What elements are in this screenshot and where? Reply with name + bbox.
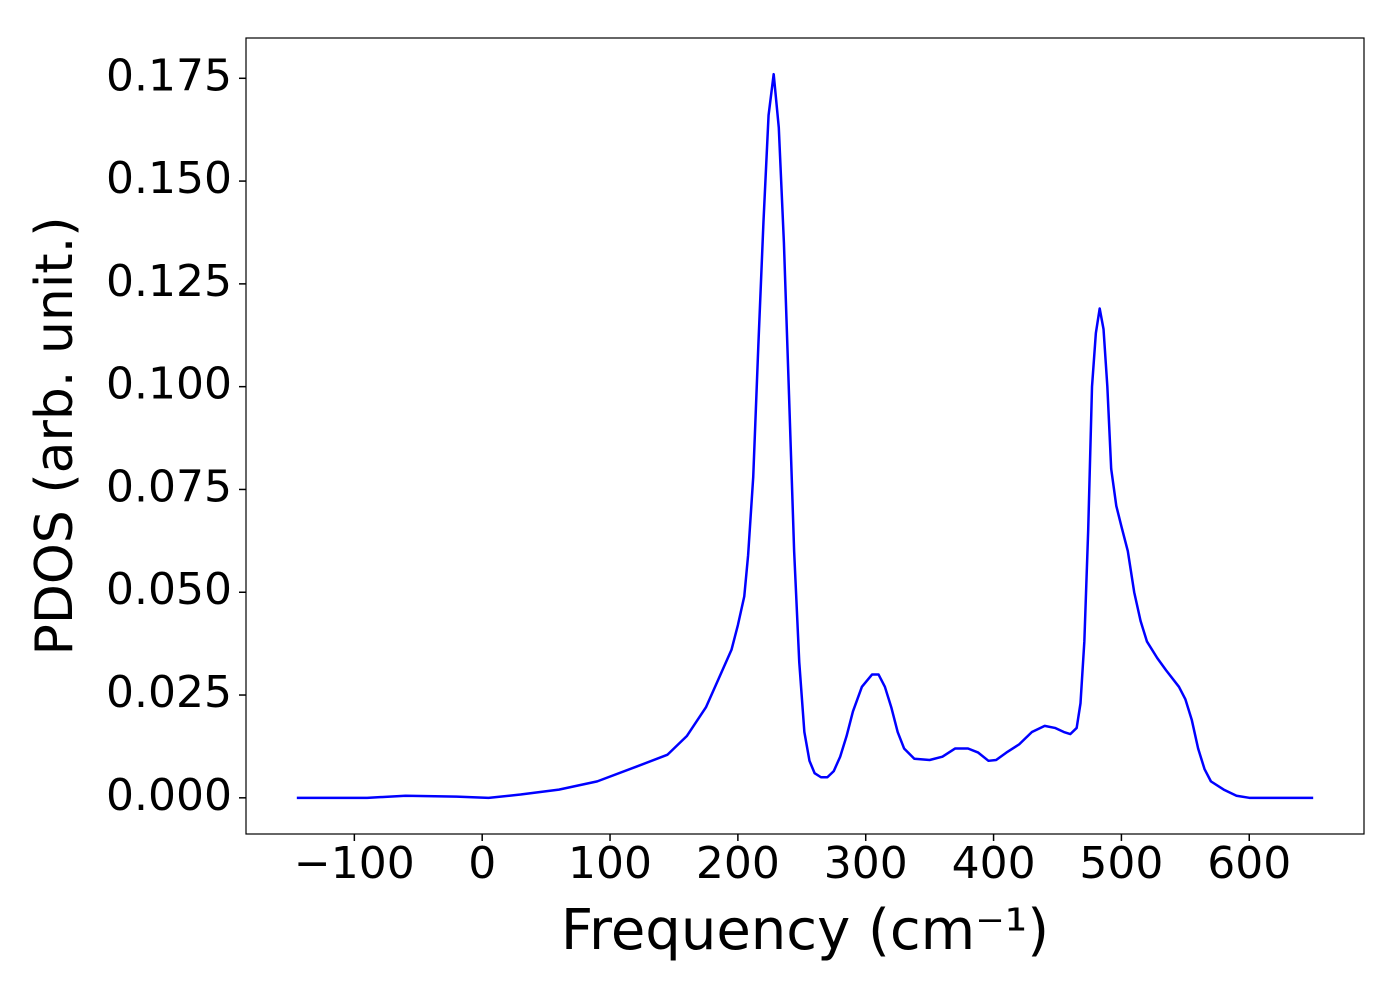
y-tick-label: 0.025 (106, 667, 232, 718)
x-tick-label: 500 (1079, 838, 1163, 889)
x-tick-label: 600 (1207, 838, 1291, 889)
y-tick-label: 0.050 (106, 564, 232, 615)
y-tick-label: 0.150 (106, 153, 232, 204)
y-axis-label: PDOS (arb. unit.) (25, 216, 85, 655)
data-line (296, 72, 1314, 800)
x-tick-label: 300 (824, 838, 908, 889)
y-tick-label: 0.125 (106, 256, 232, 307)
y-tick-label: 0.175 (106, 50, 232, 101)
x-tick-label: 100 (568, 838, 652, 889)
y-tick-label: 0.075 (106, 461, 232, 512)
x-axis-label: Frequency (cm⁻¹) (561, 898, 1049, 963)
plot-frame (245, 37, 1365, 835)
y-tick-label: 0.000 (106, 770, 232, 821)
x-tick-label: 400 (952, 838, 1036, 889)
y-tick-label: 0.100 (106, 359, 232, 410)
x-tick-label: 200 (696, 838, 780, 889)
x-tick-label: −100 (294, 838, 415, 889)
x-tick-label: 0 (468, 838, 496, 889)
